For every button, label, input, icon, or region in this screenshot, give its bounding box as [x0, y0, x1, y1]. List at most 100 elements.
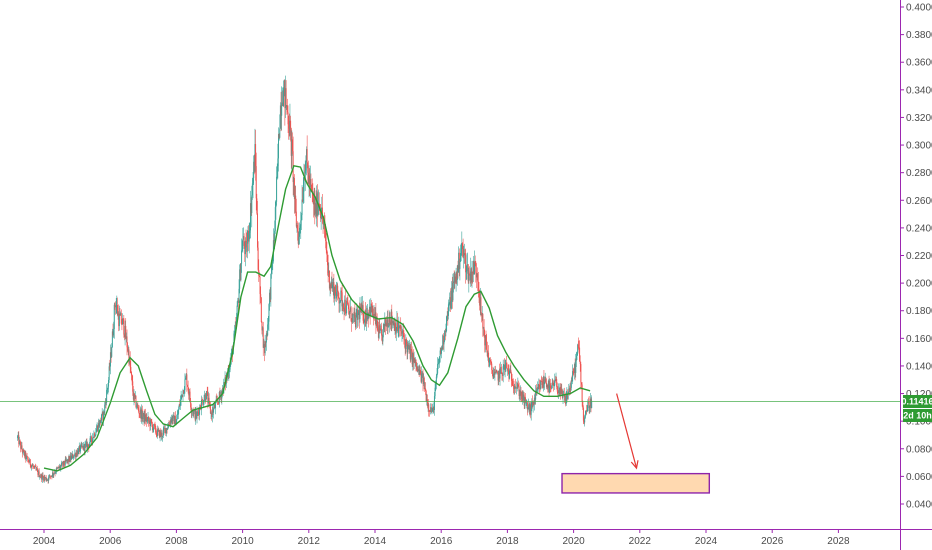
candle [144, 408, 146, 425]
candle [82, 445, 84, 451]
candle [128, 346, 130, 367]
candle [521, 390, 523, 405]
candle [544, 376, 546, 390]
candle [214, 401, 216, 415]
candle [279, 102, 281, 129]
candle [381, 334, 383, 345]
candle [263, 340, 265, 362]
candle [260, 286, 262, 304]
candle [87, 441, 89, 453]
candle [284, 79, 286, 126]
candle [529, 402, 531, 417]
candle [17, 434, 19, 441]
candle [22, 448, 24, 456]
candle [469, 271, 471, 284]
candle [283, 79, 285, 97]
candle [512, 378, 514, 386]
candle [489, 357, 491, 367]
candle [425, 382, 427, 396]
candle [101, 408, 103, 416]
candle [161, 429, 163, 440]
candle [390, 320, 392, 330]
candle [405, 334, 407, 354]
candle [363, 313, 365, 325]
candle [495, 369, 497, 375]
countdown-label: 2d 10h [903, 411, 932, 421]
candle [365, 305, 367, 332]
candle [73, 454, 75, 459]
candle [34, 465, 36, 469]
x-tick-label: 2012 [298, 536, 321, 547]
candle [581, 382, 583, 407]
candle [259, 274, 261, 305]
candle [481, 312, 483, 323]
candle [297, 222, 299, 249]
candle [422, 369, 424, 392]
candle [36, 466, 38, 471]
candle [496, 371, 498, 375]
candle [262, 321, 264, 356]
candle [404, 339, 406, 356]
x-axis-tick-labels: 2004 2006 2008 2010 2012 2014 2016 2018 2020 2022… [33, 529, 850, 547]
candle [427, 402, 429, 412]
target-zone-box[interactable] [561, 472, 711, 494]
down-arrow[interactable] [616, 393, 638, 469]
candle [540, 375, 542, 383]
candle [104, 401, 106, 416]
candle [538, 379, 540, 394]
candle [483, 319, 485, 338]
candle [278, 133, 280, 139]
candle [510, 371, 512, 388]
candle [552, 379, 554, 386]
y-tick-label: 0.06000 [906, 472, 932, 483]
candle [69, 452, 71, 463]
candle [114, 302, 116, 310]
candle [538, 378, 540, 392]
candle [387, 309, 389, 335]
candle [102, 409, 104, 427]
annotation-layer[interactable] [561, 393, 711, 494]
candle [115, 298, 117, 315]
candle [100, 420, 102, 424]
candle [20, 441, 22, 453]
candle [95, 424, 97, 433]
candle [546, 383, 548, 390]
candle [180, 390, 182, 406]
candle [244, 237, 246, 267]
candle [458, 248, 460, 277]
candle [314, 197, 316, 218]
candle [18, 436, 20, 446]
candle [325, 233, 327, 254]
candle [285, 75, 287, 118]
candle [410, 341, 412, 362]
candle [474, 255, 476, 267]
candle [449, 288, 451, 313]
candle [29, 457, 31, 463]
candle [579, 340, 581, 363]
candle [444, 328, 446, 341]
y-tick-label: 0.16000 [906, 334, 932, 345]
current-price-label: 0.11416 [901, 397, 932, 407]
candle [498, 363, 500, 382]
candle [241, 240, 243, 252]
candle [412, 352, 414, 371]
candle [561, 383, 563, 394]
candle [48, 474, 50, 484]
candle [218, 401, 220, 405]
candle [359, 297, 361, 323]
candle [548, 375, 550, 398]
candle [388, 310, 390, 333]
candle [332, 278, 334, 293]
candle [341, 284, 343, 311]
candle [500, 361, 502, 374]
candle [53, 473, 55, 478]
candle [370, 300, 372, 313]
candle [549, 378, 551, 394]
candle [74, 449, 76, 456]
candle [164, 425, 166, 434]
candle [573, 368, 575, 375]
candle [39, 475, 41, 480]
candle [179, 395, 181, 411]
candle [269, 289, 271, 311]
